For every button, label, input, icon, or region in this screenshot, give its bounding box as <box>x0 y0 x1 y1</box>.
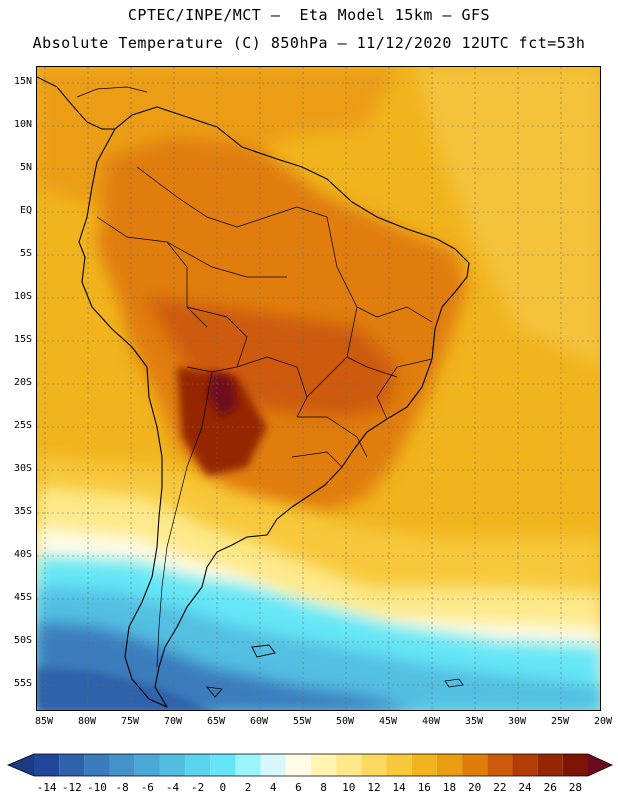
colorbar-low-arrow <box>8 754 34 776</box>
hottest-core <box>207 372 237 417</box>
lon-label: 75W <box>120 716 140 727</box>
lat-label: 45S <box>13 592 32 603</box>
lat-label: 20S <box>13 377 32 388</box>
colorbar-tick-label: -12 <box>62 781 82 794</box>
south-america-coastline <box>78 106 470 708</box>
lon-label: 35W <box>464 716 484 727</box>
lon-label: 80W <box>77 716 97 727</box>
lon-label: 55W <box>292 716 312 727</box>
lat-label: 5S <box>19 248 32 259</box>
lon-label: 85W <box>34 716 54 727</box>
colorbar-tick-label: -14 <box>37 781 57 794</box>
lon-label: 45W <box>378 716 398 727</box>
warm-ocean-northeast <box>417 67 600 367</box>
lon-label: 70W <box>163 716 183 727</box>
coldest-core <box>37 667 213 710</box>
colorbar-outline <box>6 753 613 777</box>
lat-label: 15N <box>13 76 32 87</box>
colorbar-tick-label: 16 <box>418 781 431 794</box>
colorbar-swatch <box>235 754 261 776</box>
hottest-region <box>177 367 267 477</box>
lon-label: 25W <box>550 716 570 727</box>
caribbean-islands <box>76 86 148 98</box>
colorbar-tick-label: -4 <box>166 781 180 794</box>
colorbar-swatch <box>512 754 538 776</box>
colorbar-swatch <box>487 754 513 776</box>
colorbar-tick-label: 20 <box>468 781 481 794</box>
lat-label: 50S <box>13 635 32 646</box>
colorbar-tick-label: 28 <box>569 781 582 794</box>
colorbar-swatch <box>260 754 286 776</box>
colorbar-swatch <box>34 754 60 776</box>
colorbar-swatch <box>134 754 160 776</box>
lat-label: 5N <box>19 162 32 173</box>
lon-label: 20W <box>593 716 613 727</box>
colorbar-tick-label: 24 <box>518 781 532 794</box>
tierra-del-fuego <box>206 686 223 698</box>
map-canvas <box>37 67 600 710</box>
colorbar-tick-label: 6 <box>295 781 302 794</box>
lat-label: 55S <box>13 678 32 689</box>
colorbar-tick-label: 12 <box>367 781 380 794</box>
colorbar-tick-label: 10 <box>342 781 355 794</box>
colorbar-swatch <box>109 754 135 776</box>
colorbar-swatch <box>84 754 110 776</box>
colorbar-swatch <box>386 754 412 776</box>
colorbar-swatch <box>537 754 563 776</box>
colorbar-swatch <box>361 754 387 776</box>
lon-label: 60W <box>249 716 269 727</box>
hot-core-region <box>147 297 397 417</box>
temperature-map <box>36 66 601 711</box>
colorbar-swatch <box>59 754 85 776</box>
colorbar-swatch <box>285 754 311 776</box>
colorbar-swatch <box>462 754 488 776</box>
colorbar-tick-label: 18 <box>443 781 456 794</box>
colorbar-tick-label: -6 <box>141 781 154 794</box>
lat-label: 15S <box>13 334 32 345</box>
colorbar-tick-label: 14 <box>393 781 407 794</box>
colorbar-swatch <box>411 754 437 776</box>
colorbar-graphic: -14 -12 -10 -8 -6 -4 -2 0 2 4 6 8 10 12 14 16 18 20 22 24 26… <box>6 753 613 794</box>
lat-label: 10N <box>13 119 32 130</box>
national-borders <box>96 166 433 668</box>
lat-label: 35S <box>13 506 32 517</box>
colorbar-swatch <box>210 754 236 776</box>
colorbar-swatch <box>185 754 211 776</box>
colorbar-swatch <box>436 754 463 776</box>
colorbar-tick-label: -2 <box>191 781 204 794</box>
lon-label: 40W <box>421 716 441 727</box>
colorbar-swatch <box>311 754 337 776</box>
falkland-islands <box>251 644 276 658</box>
lat-label: 25S <box>13 420 32 431</box>
lat-label: 30S <box>13 463 32 474</box>
lon-label: 50W <box>335 716 355 727</box>
colorbar-tick-label: 26 <box>544 781 557 794</box>
temperature-colorbar: -14 -12 -10 -8 -6 -4 -2 0 2 4 6 8 10 12 14 16 18 20 22 24 26… <box>0 748 618 798</box>
lat-label: 40S <box>13 549 32 560</box>
colorbar-swatch <box>336 754 362 776</box>
lat-label: 10S <box>13 291 32 302</box>
colorbar-tick-label: -8 <box>116 781 129 794</box>
colorbar-swatch <box>159 754 186 776</box>
colorbar-high-arrow <box>588 754 612 776</box>
colorbar-tick-label: 22 <box>493 781 506 794</box>
colorbar-tick-label: -10 <box>87 781 107 794</box>
lon-label: 65W <box>206 716 226 727</box>
colorbar-swatch <box>562 754 588 776</box>
colorbar-tick-label: 0 <box>220 781 227 794</box>
lat-label: EQ <box>19 205 32 216</box>
colorbar-tick-label: 4 <box>270 781 277 794</box>
map-title-line2: Absolute Temperature (C) 850hPa — 11/12/… <box>32 34 586 52</box>
colorbar-tick-label: 2 <box>245 781 252 794</box>
map-title-line1: CPTEC/INPE/MCT — Eta Model 15km — GFS <box>127 6 491 24</box>
lon-label: 30W <box>507 716 527 727</box>
colorbar-tick-label: 8 <box>320 781 327 794</box>
coordinate-grid <box>37 67 600 710</box>
central-america-coastline <box>37 76 115 130</box>
south-georgia <box>444 678 464 688</box>
